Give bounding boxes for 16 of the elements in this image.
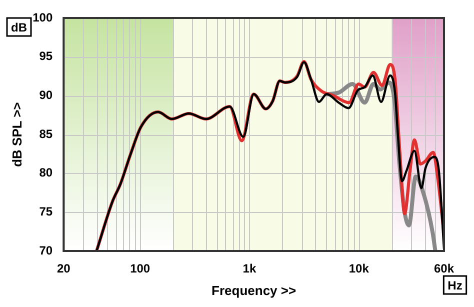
x-axis-title: Frequency >> — [212, 282, 296, 298]
text: Hz — [448, 278, 462, 292]
y-tick-label: 95 — [39, 49, 53, 64]
x-tick-label: 20 — [56, 262, 71, 276]
text: dB — [11, 20, 28, 34]
x-tick-label: 60k — [434, 262, 454, 276]
y-tick-label: 75 — [39, 204, 53, 218]
y-tick-label: 70 — [39, 243, 53, 258]
x-tick-label: 100 — [130, 262, 150, 276]
y-tick-label: 80 — [39, 166, 53, 180]
y-tick-label: 90 — [39, 88, 53, 102]
y-tick-label: 85 — [39, 126, 53, 141]
x-tick-label: 10k — [348, 262, 370, 276]
y-tick-label: 100 — [32, 10, 53, 24]
x-tick-label: 1k — [242, 262, 256, 276]
y-axis-title: dB SPL >> — [9, 102, 24, 167]
